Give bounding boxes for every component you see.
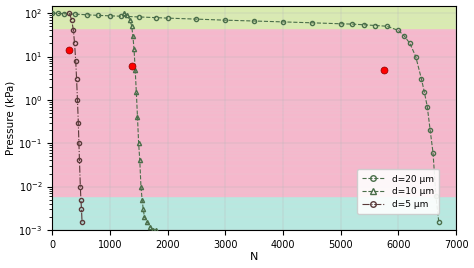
- Bar: [52, 6, 456, 28]
- Y-axis label: Pressure (kPa): Pressure (kPa): [6, 81, 16, 155]
- Bar: [52, 28, 456, 196]
- Bar: [52, 196, 456, 230]
- Legend: d=20 μm, d=10 μm, d=5 μm: d=20 μm, d=10 μm, d=5 μm: [357, 169, 439, 214]
- X-axis label: N: N: [250, 252, 258, 262]
